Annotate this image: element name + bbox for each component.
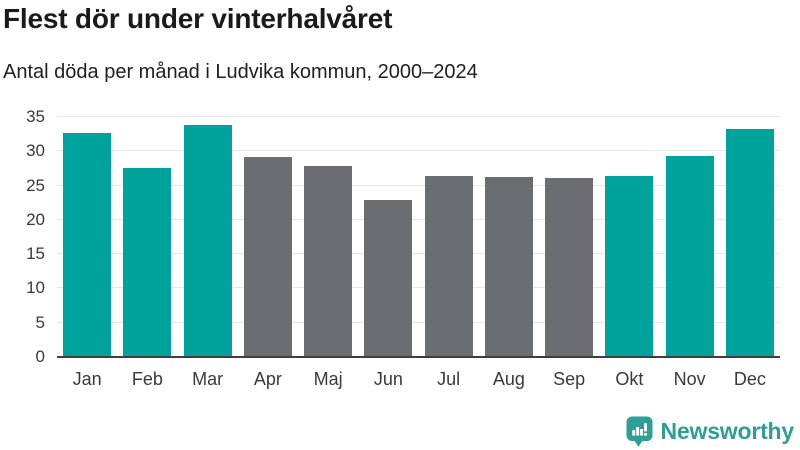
y-tick-label-15: 15 <box>26 244 45 264</box>
bar-jan <box>63 133 112 357</box>
bar-slot-dec <box>720 117 780 357</box>
gridline-20 <box>57 218 780 220</box>
gridline-25 <box>57 184 780 186</box>
y-tick-label-35: 35 <box>26 107 45 126</box>
bar-slot-apr <box>238 117 298 357</box>
x-axis-line <box>57 356 780 358</box>
chart-title: Flest dör under vinterhalvåret <box>3 3 393 34</box>
x-tick-label-mar: Mar <box>192 369 224 389</box>
bar-mar <box>183 124 232 357</box>
bar-slot-feb <box>117 117 177 357</box>
bar-slot-jan <box>57 117 117 357</box>
gridline-30 <box>57 150 780 152</box>
newsworthy-wordmark: Newsworthy <box>660 418 795 444</box>
bar-slot-mar <box>178 117 238 357</box>
x-tick-label-jul: Jul <box>437 369 461 389</box>
bar-slot-aug <box>479 117 539 357</box>
x-tick-label-sep: Sep <box>553 369 586 389</box>
x-tick-label-dec: Dec <box>733 369 766 389</box>
bar-jul <box>424 175 473 357</box>
bar-apr <box>243 157 292 357</box>
y-tick-label-0: 0 <box>35 347 45 366</box>
bar-slot-sep <box>539 117 599 357</box>
x-tick-label-aug: Aug <box>492 369 525 389</box>
gridline-10 <box>57 287 780 289</box>
bar-nov <box>665 156 714 357</box>
chart-subtitle: Antal döda per månad i Ludvika kommun, 2… <box>3 61 478 83</box>
bar-slot-jun <box>358 117 418 357</box>
y-tick-label-30: 30 <box>26 141 45 161</box>
plot-area <box>57 116 780 357</box>
x-tick-label-jan: Jan <box>72 369 102 389</box>
bar-chart-speech-bubble-icon <box>626 416 653 447</box>
bar-sep <box>545 178 594 357</box>
x-tick-label-feb: Feb <box>131 369 163 389</box>
newsworthy-logo: Newsworthy <box>626 416 794 447</box>
bar-slot-nov <box>660 117 720 357</box>
gridline-5 <box>57 321 780 323</box>
x-tick-label-apr: Apr <box>253 369 282 389</box>
bar-feb <box>123 168 172 357</box>
bar-jun <box>364 199 413 357</box>
x-axis-labels: Jan Feb Mar Apr Maj Jun Jul Aug Sep Okt Nov Dec <box>57 369 780 390</box>
y-tick-label-20: 20 <box>26 209 45 229</box>
bar-slot-jul <box>419 117 479 357</box>
bar-maj <box>304 166 353 357</box>
bar-aug <box>484 176 533 357</box>
bars <box>57 117 780 357</box>
bar-dec <box>725 128 774 357</box>
y-axis: 0 5 10 15 20 25 30 35 <box>0 107 45 366</box>
gridline-35 <box>57 116 780 117</box>
x-tick-label-jun: Jun <box>373 369 403 389</box>
bar-slot-okt <box>599 117 659 357</box>
bar-okt <box>605 175 654 357</box>
bar-slot-maj <box>298 117 358 357</box>
y-tick-label-25: 25 <box>26 175 45 195</box>
y-tick-label-10: 10 <box>26 278 45 298</box>
x-tick-label-nov: Nov <box>673 369 706 389</box>
x-tick-label-okt: Okt <box>615 369 644 389</box>
x-tick-label-maj: Maj <box>313 369 343 389</box>
y-tick-label-5: 5 <box>35 312 45 332</box>
gridline-15 <box>57 253 780 255</box>
